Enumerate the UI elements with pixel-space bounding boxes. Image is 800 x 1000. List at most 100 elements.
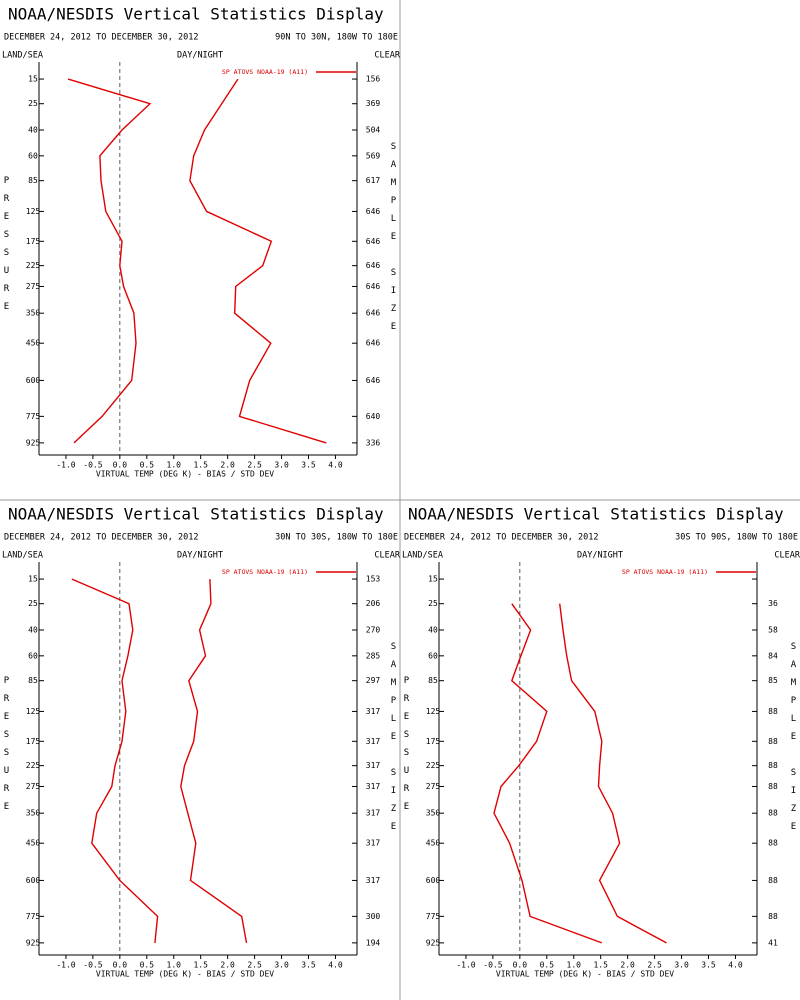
y-tick-label: 40 xyxy=(28,125,38,134)
region: 30S TO 90S, 180W TO 180E xyxy=(675,533,798,543)
y2-axis-label: SAMPLE SIZE xyxy=(389,142,399,340)
land-sea: LAND/SEA xyxy=(2,51,43,61)
day-night: DAY/NIGHT xyxy=(577,551,623,561)
sample-size: 646 xyxy=(366,339,381,348)
y2-axis-label: SAMPLE SIZE xyxy=(789,642,799,840)
date-range: DECEMBER 24, 2012 TO DECEMBER 30, 2012 xyxy=(4,533,198,543)
y-tick-label: 15 xyxy=(428,575,438,584)
y-tick-label: 775 xyxy=(426,912,441,921)
x-axis-label: VIRTUAL TEMP (DEG K) - BIAS / STD DEV xyxy=(96,970,274,979)
y-tick-label: 60 xyxy=(28,651,38,660)
x-tick-label: -0.5 xyxy=(483,961,502,970)
y-tick-label: 60 xyxy=(428,651,438,660)
x-tick-label: 2.5 xyxy=(247,961,262,970)
sample-size: 317 xyxy=(366,761,381,770)
x-tick-label: 1.0 xyxy=(167,461,182,470)
sample-size: 297 xyxy=(366,676,381,685)
sample-size: 88 xyxy=(768,761,778,770)
y-tick-label: 225 xyxy=(26,261,41,270)
x-tick-label: 0.0 xyxy=(113,461,128,470)
sample-size: 317 xyxy=(366,782,381,791)
sample-size: 317 xyxy=(366,737,381,746)
x-tick-label: 3.5 xyxy=(701,961,716,970)
sample-size: 84 xyxy=(768,651,778,660)
x-tick-label: 2.5 xyxy=(247,461,262,470)
x-tick-label: 0.0 xyxy=(513,961,528,970)
x-tick-label: 1.5 xyxy=(193,461,208,470)
sample-size: 36 xyxy=(768,599,778,608)
sample-size: 58 xyxy=(768,625,778,634)
region: 90N TO 30N, 180W TO 180E xyxy=(275,33,398,43)
profile-line xyxy=(180,579,248,944)
y-tick-label: 60 xyxy=(28,151,38,160)
x-axis-label: VIRTUAL TEMP (DEG K) - BIAS / STD DEV xyxy=(96,470,274,479)
x-tick-label: 1.0 xyxy=(567,961,582,970)
sample-size: 646 xyxy=(366,207,381,216)
sample-size: 646 xyxy=(366,376,381,385)
y-tick-label: 175 xyxy=(26,737,41,746)
sample-size: 194 xyxy=(366,938,381,947)
sample-size: 569 xyxy=(366,151,381,160)
chart-title: NOAA/NESDIS Vertical Statistics Display xyxy=(8,5,384,24)
chart-title: NOAA/NESDIS Vertical Statistics Display xyxy=(408,505,784,524)
sample-size: 640 xyxy=(366,412,381,421)
x-axis-label: VIRTUAL TEMP (DEG K) - BIAS / STD DEV xyxy=(496,970,674,979)
y-tick-label: 25 xyxy=(28,99,38,108)
sample-size: 317 xyxy=(366,876,381,885)
y-tick-label: 25 xyxy=(28,599,38,608)
y-tick-label: 350 xyxy=(26,309,41,318)
sample-size: 317 xyxy=(366,839,381,848)
sample-size: 156 xyxy=(366,75,381,84)
y-tick-label: 925 xyxy=(26,438,41,447)
sample-size: 88 xyxy=(768,809,778,818)
profile-line xyxy=(493,603,603,944)
y-tick-label: 350 xyxy=(426,809,441,818)
y-tick-label: 775 xyxy=(26,912,41,921)
y-tick-label: 275 xyxy=(26,782,41,791)
x-tick-label: -0.5 xyxy=(83,461,102,470)
date-range: DECEMBER 24, 2012 TO DECEMBER 30, 2012 xyxy=(404,533,598,543)
y-axis-label: PRESSURE xyxy=(2,676,12,820)
y-tick-label: 85 xyxy=(428,676,438,685)
y-tick-label: 350 xyxy=(26,809,41,818)
y-tick-label: 175 xyxy=(26,237,41,246)
y-tick-label: 275 xyxy=(26,282,41,291)
y-tick-label: 925 xyxy=(26,938,41,947)
y-tick-label: 125 xyxy=(26,207,41,216)
profile-line xyxy=(189,78,327,444)
y-axis-label: PRESSURE xyxy=(2,176,12,320)
chart-title: NOAA/NESDIS Vertical Statistics Display xyxy=(8,505,384,524)
y-tick-label: 85 xyxy=(28,676,38,685)
day-night: DAY/NIGHT xyxy=(177,551,223,561)
sample-size: 88 xyxy=(768,876,778,885)
y2-axis-label: SAMPLE SIZE xyxy=(389,642,399,840)
clear: CLEAR xyxy=(374,51,400,61)
profile-line xyxy=(71,578,159,943)
x-tick-label: 1.5 xyxy=(593,961,608,970)
y-tick-label: 600 xyxy=(26,876,41,885)
sample-size: 285 xyxy=(366,651,381,660)
region: 30N TO 30S, 180W TO 180E xyxy=(275,533,398,543)
y-tick-label: 275 xyxy=(426,782,441,791)
x-tick-label: 2.0 xyxy=(220,961,235,970)
x-tick-label: 0.5 xyxy=(140,961,155,970)
sample-size: 88 xyxy=(768,737,778,746)
sample-size: 88 xyxy=(768,839,778,848)
clear: CLEAR xyxy=(774,551,800,561)
x-tick-label: 4.0 xyxy=(328,461,343,470)
x-tick-label: 0.5 xyxy=(540,961,555,970)
sample-size: 317 xyxy=(366,809,381,818)
legend-label: SP ATOVS NOAA-19 (A11) xyxy=(622,568,708,576)
y-tick-label: 775 xyxy=(26,412,41,421)
x-tick-label: 3.5 xyxy=(301,961,316,970)
x-tick-label: 2.0 xyxy=(620,961,635,970)
x-tick-label: -1.0 xyxy=(456,961,475,970)
x-tick-label: 2.0 xyxy=(220,461,235,470)
sample-size: 646 xyxy=(366,309,381,318)
x-tick-label: 2.5 xyxy=(647,961,662,970)
sample-size: 85 xyxy=(768,676,778,685)
y-tick-label: 40 xyxy=(428,625,438,634)
y-tick-label: 600 xyxy=(26,376,41,385)
sample-size: 153 xyxy=(366,575,381,584)
